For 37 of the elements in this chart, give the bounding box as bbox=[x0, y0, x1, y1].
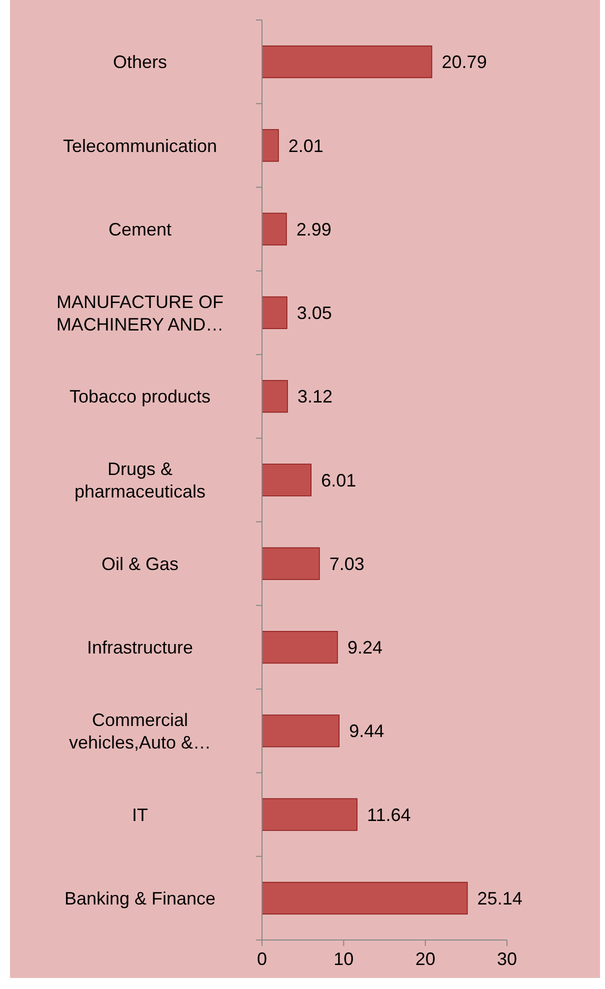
y-tick-label: Telecommunication bbox=[62, 136, 218, 156]
x-tick-label: 0 bbox=[256, 949, 268, 969]
y-tick-label: MANUFACTURE OF MACHINERY AND… bbox=[56, 292, 224, 334]
data-label: 9.24 bbox=[347, 638, 383, 658]
bar bbox=[262, 212, 287, 246]
y-tick-label: Drugs & pharmaceuticals bbox=[74, 459, 206, 502]
bar bbox=[262, 798, 358, 831]
bar bbox=[262, 46, 432, 78]
data-label: 25.14 bbox=[477, 888, 522, 908]
bar bbox=[262, 714, 340, 748]
y-tick-label: Cement bbox=[108, 219, 172, 240]
data-label: 9.44 bbox=[349, 721, 384, 742]
bar bbox=[262, 296, 288, 330]
bar bbox=[262, 547, 320, 580]
y-tick-label: Oil & Gas bbox=[101, 554, 179, 574]
data-label: 7.03 bbox=[329, 554, 364, 574]
data-label: 20.79 bbox=[442, 52, 487, 72]
x-tick-label: 10 bbox=[334, 949, 354, 969]
y-tick-label: Others bbox=[112, 52, 168, 72]
data-label: 3.05 bbox=[296, 303, 332, 324]
data-label: 2.99 bbox=[296, 219, 332, 240]
y-tick-label: Tobacco products bbox=[69, 386, 211, 407]
bar bbox=[262, 464, 312, 496]
data-label: 11.64 bbox=[367, 804, 411, 825]
bar bbox=[262, 129, 279, 162]
bar bbox=[262, 630, 338, 664]
data-label: 2.01 bbox=[288, 136, 324, 156]
x-tick-label: 20 bbox=[415, 949, 436, 969]
bar bbox=[262, 380, 288, 413]
bar bbox=[262, 882, 468, 914]
x-tick-label: 30 bbox=[496, 949, 518, 969]
y-tick-label: Banking & Finance bbox=[64, 888, 216, 908]
data-label: 6.01 bbox=[321, 470, 356, 490]
y-tick-label: IT bbox=[132, 804, 148, 825]
y-tick-label: Infrastructure bbox=[86, 638, 194, 658]
y-tick-label: Commercial vehicles,Auto &… bbox=[68, 710, 212, 752]
data-label: 3.12 bbox=[297, 386, 333, 407]
